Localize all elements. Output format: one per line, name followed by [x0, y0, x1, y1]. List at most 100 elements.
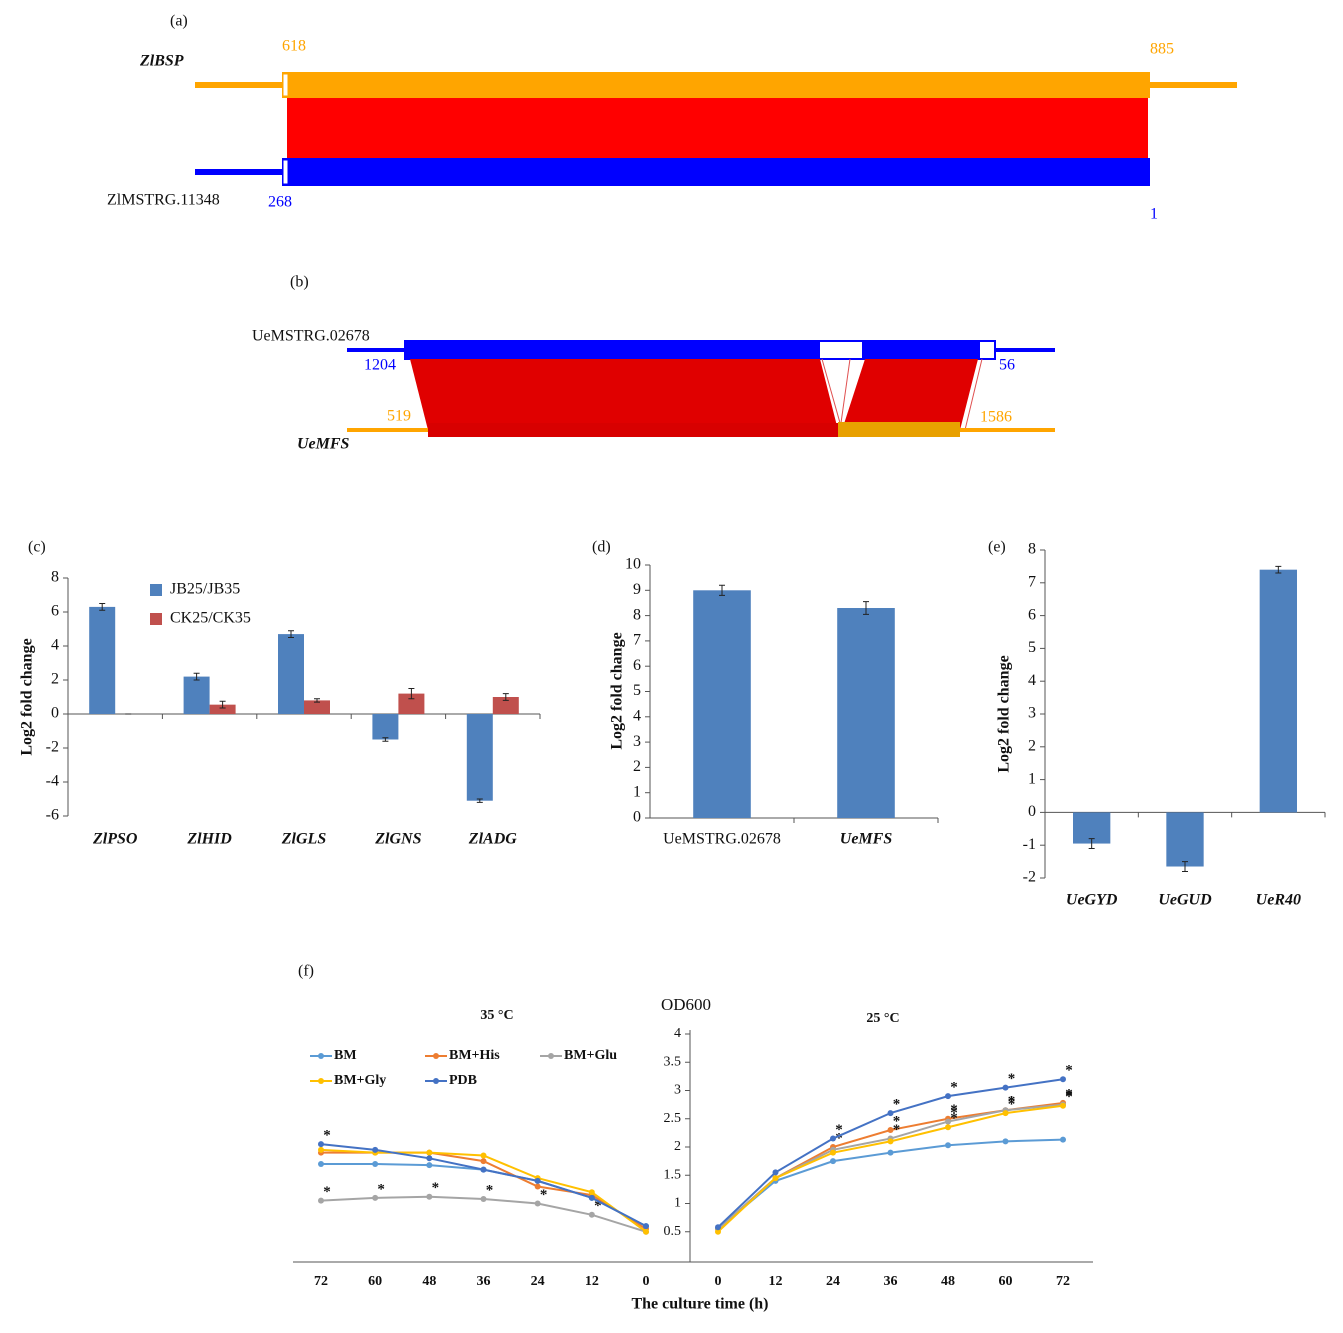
y-tick-label: 0 [633, 809, 641, 826]
error-bar [382, 737, 389, 742]
x-tick-label: 72 [1056, 1274, 1070, 1289]
x-tick-label: ZlPSO [92, 831, 138, 848]
y-tick-label: 3 [1028, 705, 1036, 722]
y-tick-label: 1 [674, 1196, 681, 1211]
error-bar [1182, 861, 1188, 872]
y-tick-label: 1 [633, 783, 641, 800]
match-block [405, 341, 820, 359]
y-tick-label: 3 [674, 1083, 681, 1098]
x-tick-label: 24 [531, 1274, 545, 1289]
significance: * [1008, 1071, 1016, 1087]
point [588, 1189, 595, 1196]
x-tick-label: 60 [999, 1274, 1013, 1289]
panel-title: 35 °C [480, 1008, 513, 1023]
y-tick-label: 2 [51, 671, 59, 688]
x-tick-label: UeMSTRG.02678 [663, 831, 781, 848]
x-tick-label: UeMFS [840, 831, 893, 848]
legend-label: BM+His [449, 1048, 500, 1063]
bar [372, 714, 399, 740]
point [1060, 1076, 1066, 1083]
y-tick-label: 0 [51, 705, 59, 722]
legend-marker [433, 1078, 439, 1084]
significance: * [893, 1097, 901, 1113]
legend-marker [318, 1078, 324, 1084]
legend-label: BM+Glu [564, 1048, 617, 1063]
diagram-b: (b) UeMSTRG.02678 1204 56 UeMFS 519 1586 [252, 274, 1055, 453]
legend-swatch [150, 584, 162, 596]
point [1002, 1138, 1009, 1145]
y-tick-label: 4 [674, 1026, 681, 1041]
x-tick-label: 48 [422, 1274, 436, 1289]
significance: * [432, 1180, 440, 1196]
gene-name: UeMFS [297, 436, 350, 453]
y-tick-label: 7 [1028, 573, 1036, 590]
significance: * [950, 1102, 958, 1118]
legend-marker [433, 1053, 439, 1059]
point [887, 1138, 894, 1145]
y-tick-label: -2 [1023, 869, 1036, 886]
x-tick-label: 60 [368, 1274, 382, 1289]
point [830, 1149, 836, 1156]
y-axis-label: Log2 fold change [609, 632, 626, 749]
x-tick-label: 12 [585, 1274, 599, 1289]
point [830, 1158, 836, 1165]
point [534, 1200, 541, 1207]
series-line [717, 1104, 1064, 1233]
bar [398, 693, 425, 714]
alignment-line [821, 358, 843, 431]
point [318, 1197, 324, 1204]
bar [1166, 812, 1204, 867]
significance: * [950, 1080, 958, 1096]
error-bar [1275, 565, 1282, 574]
y-tick-label: 6 [51, 603, 59, 620]
x-tick-label: ZlADG [468, 831, 517, 848]
panel-label: (c) [28, 539, 46, 556]
legend-label: PDB [449, 1073, 477, 1088]
legend-label: CK25/CK35 [170, 610, 251, 627]
point [643, 1228, 649, 1235]
point [887, 1127, 894, 1134]
block-end [282, 73, 289, 97]
x-tick-label: 0 [715, 1274, 722, 1289]
position: 1 [1150, 206, 1158, 223]
match-block [862, 341, 980, 359]
point [715, 1224, 721, 1231]
significance: * [1065, 1063, 1073, 1079]
y-tick-label: 8 [51, 569, 59, 586]
gene-name: ZlMSTRG.11348 [107, 192, 220, 209]
y-tick-label: 1 [1028, 770, 1036, 787]
bar [183, 676, 210, 714]
error-bar [314, 698, 320, 703]
alignment-line [839, 358, 851, 431]
alignment [842, 359, 978, 430]
x-tick-label: 72 [314, 1274, 328, 1289]
legend-label: BM+Gly [334, 1073, 386, 1088]
y-tick-label: 10 [625, 556, 641, 573]
match-block [428, 423, 838, 437]
x-tick-label: 12 [769, 1274, 783, 1289]
match-block [282, 158, 1150, 186]
panel-label: (e) [988, 539, 1006, 556]
point [887, 1149, 894, 1156]
y-axis-label: Log2 fold change [996, 655, 1013, 772]
x-axis-label: The culture time (h) [631, 1296, 768, 1313]
y-tick-label: -1 [1023, 836, 1036, 853]
error-bar [193, 672, 200, 681]
y-tick-label: 6 [1028, 606, 1036, 623]
bar [492, 697, 519, 714]
significance: * [323, 1184, 331, 1200]
error-bar [99, 603, 106, 611]
point [643, 1223, 649, 1230]
y-tick-label: 4 [51, 637, 59, 654]
significance: * [323, 1128, 331, 1144]
point [1002, 1110, 1009, 1117]
error-bar [502, 693, 509, 701]
diagram-a: (a) ZlBSP 618 885 ZlMSTRG.11348 268 1 [107, 13, 1237, 223]
y-tick-label: 4 [633, 707, 641, 724]
y-tick-label: 5 [1028, 639, 1036, 656]
x-tick-label: ZlHID [186, 831, 232, 848]
x-tick-label: UeR40 [1256, 892, 1301, 909]
error-bar [408, 688, 415, 700]
position: 1586 [980, 409, 1012, 426]
